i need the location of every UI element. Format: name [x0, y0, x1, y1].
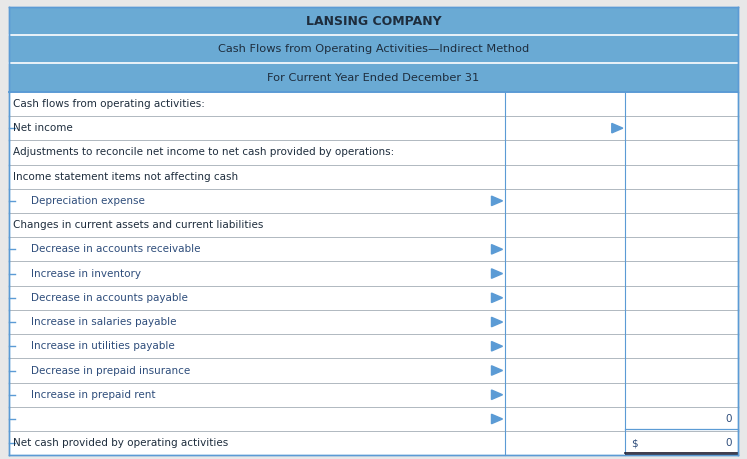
Text: Increase in inventory: Increase in inventory	[31, 269, 141, 279]
Text: Increase in salaries payable: Increase in salaries payable	[31, 317, 177, 327]
Bar	[9, 92, 738, 116]
Bar	[9, 116, 738, 140]
Polygon shape	[492, 390, 503, 399]
Polygon shape	[492, 366, 503, 375]
Text: Net cash provided by operating activities: Net cash provided by operating activitie…	[13, 438, 228, 448]
Bar	[9, 7, 738, 35]
Bar	[9, 63, 738, 92]
Bar	[9, 237, 738, 262]
Text: Changes in current assets and current liabilities: Changes in current assets and current li…	[13, 220, 263, 230]
Bar	[9, 334, 738, 358]
Text: LANSING COMPANY: LANSING COMPANY	[306, 15, 441, 28]
Bar	[9, 431, 738, 455]
Polygon shape	[492, 414, 503, 424]
Text: Decrease in accounts payable: Decrease in accounts payable	[31, 293, 188, 303]
Text: Adjustments to reconcile net income to net cash provided by operations:: Adjustments to reconcile net income to n…	[13, 147, 394, 157]
Bar	[9, 407, 738, 431]
Text: Cash Flows from Operating Activities—Indirect Method: Cash Flows from Operating Activities—Ind…	[218, 45, 529, 54]
Bar	[9, 35, 738, 63]
Text: Increase in prepaid rent: Increase in prepaid rent	[31, 390, 156, 400]
Polygon shape	[492, 269, 503, 278]
Bar	[9, 213, 738, 237]
Polygon shape	[612, 123, 623, 133]
Bar	[9, 189, 738, 213]
Polygon shape	[492, 341, 503, 351]
Polygon shape	[492, 317, 503, 327]
Text: Income statement items not affecting cash: Income statement items not affecting cas…	[13, 172, 238, 182]
Text: For Current Year Ended December 31: For Current Year Ended December 31	[267, 73, 480, 83]
Text: $: $	[631, 438, 638, 448]
Polygon shape	[492, 196, 503, 206]
Text: 0: 0	[725, 438, 732, 448]
Bar	[9, 285, 738, 310]
Text: Decrease in prepaid insurance: Decrease in prepaid insurance	[31, 365, 190, 375]
Bar	[9, 310, 738, 334]
Text: Decrease in accounts receivable: Decrease in accounts receivable	[31, 244, 201, 254]
Bar	[9, 140, 738, 164]
Text: Net income: Net income	[13, 123, 72, 133]
Polygon shape	[492, 293, 503, 302]
Text: Cash flows from operating activities:: Cash flows from operating activities:	[13, 99, 205, 109]
Bar	[9, 383, 738, 407]
Text: Depreciation expense: Depreciation expense	[31, 196, 145, 206]
Bar	[9, 358, 738, 383]
Bar	[9, 164, 738, 189]
Polygon shape	[492, 245, 503, 254]
Text: 0: 0	[725, 414, 732, 424]
Bar	[9, 262, 738, 285]
Text: Increase in utilities payable: Increase in utilities payable	[31, 341, 175, 351]
